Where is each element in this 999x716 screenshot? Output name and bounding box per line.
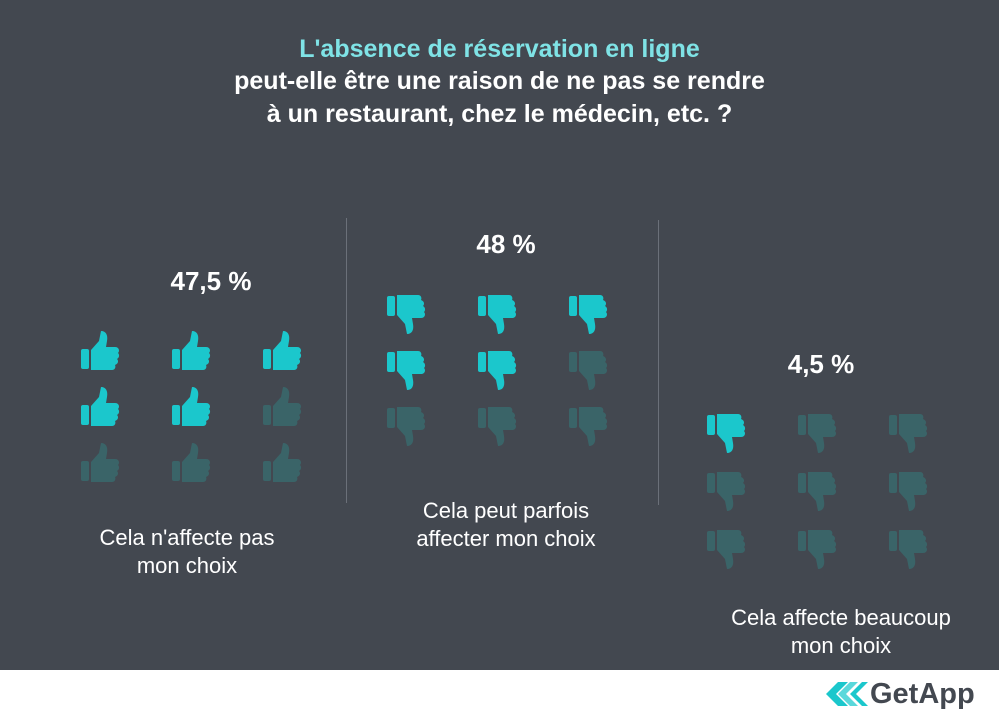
thumbs-down-icon <box>889 472 928 511</box>
pct-label-sometimes-affected: 48 % <box>476 229 536 259</box>
thumbs-up-icon <box>81 443 120 482</box>
caption-not-affected: Cela n'affecte pas mon choix <box>42 524 332 580</box>
thumbs-down-icon <box>889 414 928 453</box>
thumbs-up-icon <box>172 331 211 370</box>
thumbs-down-icon <box>798 472 837 511</box>
caption-sometimes-affected: Cela peut parfois affecter mon choix <box>361 497 651 553</box>
thumbs-down-icon <box>798 414 837 453</box>
thumbs-down-icon <box>798 530 837 569</box>
thumbs-down-icon <box>707 530 746 569</box>
caption-line: Cela peut parfois <box>422 498 590 523</box>
thumbs-down-icon <box>387 351 426 390</box>
group-divider-2 <box>658 220 659 505</box>
title-line-3: à un restaurant, chez le médecin, etc. ? <box>266 100 733 128</box>
thumbs-up-icon <box>81 331 120 370</box>
thumbs-down-icon <box>387 295 426 334</box>
thumbs-down-icon <box>707 414 746 453</box>
caption-strongly-affected: Cela affecte beaucoup mon choix <box>696 604 986 660</box>
thumbs-down-icon <box>707 472 746 511</box>
thumbs-up-icon <box>172 387 211 426</box>
group-divider-1 <box>346 218 347 503</box>
thumbs-down-icon <box>569 295 608 334</box>
thumbs-up-icon <box>81 387 120 426</box>
thumbs-up-icon <box>263 443 302 482</box>
pct-label-strongly-affected: 4,5 % <box>787 349 855 379</box>
pct-label-not-affected: 47,5 % <box>170 266 252 296</box>
thumbs-up-icon <box>263 331 302 370</box>
thumbs-up-icon <box>172 443 211 482</box>
caption-line: affecter mon choix <box>416 526 596 551</box>
thumbs-down-icon <box>569 351 608 390</box>
thumbs-down-icon <box>569 407 608 446</box>
thumbs-down-icon <box>478 351 517 390</box>
caption-line: mon choix <box>136 553 238 578</box>
chart-panel: L'absence de réservation en ligne peut-e… <box>0 0 999 670</box>
caption-line: Cela affecte beaucoup <box>731 605 951 630</box>
thumbs-up-icon <box>263 387 302 426</box>
caption-line: Cela n'affecte pas <box>99 525 275 550</box>
title-line-1: L'absence de réservation en ligne <box>299 35 700 63</box>
thumbs-down-icon <box>478 295 517 334</box>
thumbs-down-icon <box>478 407 517 446</box>
brand-name: GetApp <box>870 678 975 710</box>
getapp-chevrons-icon <box>826 682 868 706</box>
thumbs-down-icon <box>889 530 928 569</box>
title-line-2: peut-elle être une raison de ne pas se r… <box>234 67 765 95</box>
caption-line: mon choix <box>790 633 892 658</box>
thumbs-down-icon <box>387 407 426 446</box>
